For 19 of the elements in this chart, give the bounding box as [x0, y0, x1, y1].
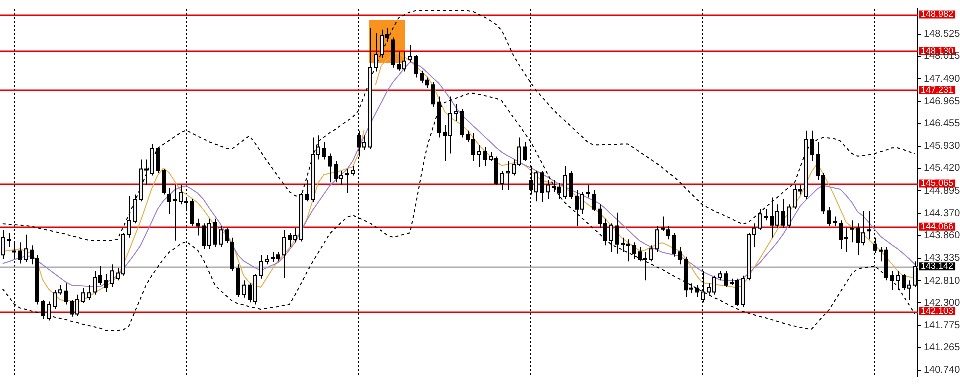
y-tick-label: 146.965	[924, 96, 960, 108]
y-tick-label: 145.420	[924, 163, 960, 174]
ref-line-label: 147.231	[921, 84, 954, 95]
y-tick-label: 145.930	[924, 141, 960, 152]
y-tick-label: 147.490	[924, 74, 960, 85]
ref-line-label: 143.142	[921, 261, 954, 272]
y-tick-label: 146.455	[924, 118, 960, 130]
ref-line-label: 144.066	[921, 221, 954, 232]
y-tick-label: 144.895	[924, 186, 960, 197]
ref-line-label: 142.103	[921, 306, 954, 316]
y-tick-label: 140.740	[924, 365, 960, 376]
y-tick-label: 141.775	[924, 320, 960, 332]
y-tick-label: 141.265	[924, 342, 960, 354]
ref-line-label: 145.065	[921, 178, 954, 188]
y-tick-label: 144.370	[924, 208, 960, 220]
y-tick-label: 148.525	[924, 29, 960, 40]
y-tick-label: 142.810	[924, 276, 960, 287]
ref-line-label: 148.982	[921, 9, 954, 20]
y-tick-label: 143.860	[924, 230, 960, 242]
